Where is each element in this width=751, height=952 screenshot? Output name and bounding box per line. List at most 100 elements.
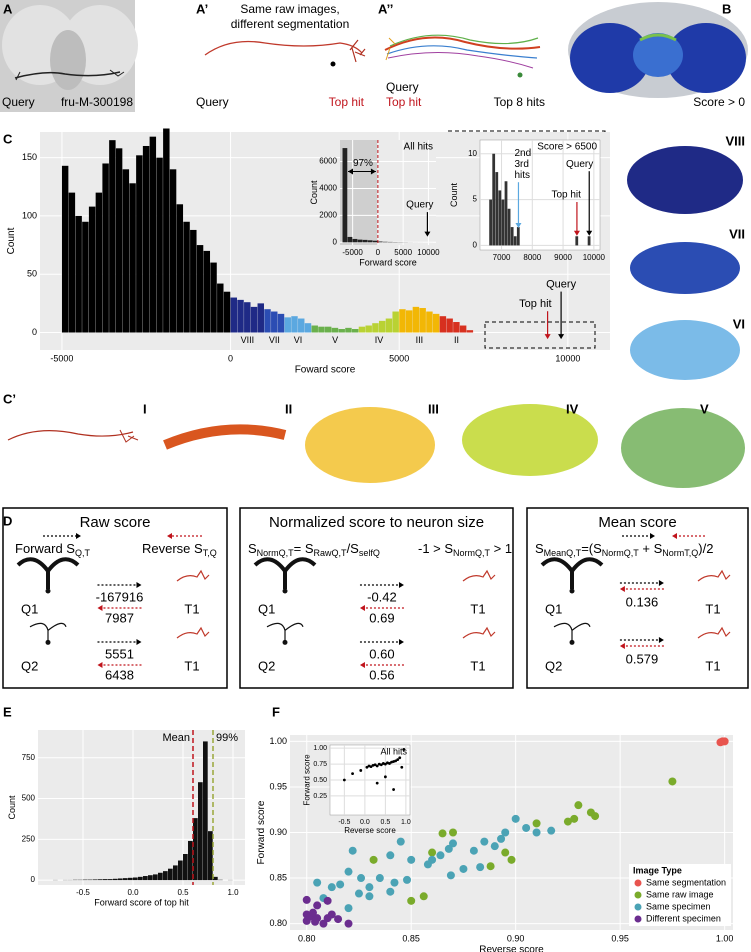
neuron-sketch [697,569,731,582]
legend-label: Same raw image [646,889,714,899]
bar [495,172,499,246]
label: Query [2,95,35,109]
neuron-image [204,39,366,67]
point [369,855,378,864]
point [444,844,453,853]
point [459,864,468,873]
class-label: VII [269,335,280,345]
brain-image [568,2,748,98]
bar [575,236,579,246]
score-value: 0.579 [626,651,659,666]
neuron-sketch [553,622,591,642]
score-value: 6438 [105,667,134,682]
point [469,846,478,855]
point [365,883,374,892]
target-label: T1 [470,658,485,673]
point [375,764,379,768]
arrowhead [97,605,103,611]
point [476,863,485,872]
point [486,862,495,871]
y-tick-label: 0 [32,327,37,337]
point [436,851,445,860]
neuron-image [627,146,743,380]
neuron-soma [282,588,288,594]
y-tick-label: 250 [22,834,36,843]
bar [365,325,372,333]
bar [208,831,213,881]
formula: Reverse ST,Q [142,541,217,558]
point [359,769,363,772]
bar [587,236,591,246]
bar [405,310,413,333]
x-axis-title: Reverse score [479,945,544,952]
formula-text: =(S [581,541,602,556]
reference-label: 99% [216,732,238,744]
point [563,817,572,826]
x-tick-label: 0.80 [298,933,316,943]
target-label: T1 [705,658,720,673]
bar [492,153,496,246]
point [419,892,428,901]
formula-text: S [535,541,544,556]
label: fru-M-300198 [61,95,133,109]
box-title: Mean score [598,514,676,531]
point [351,772,354,776]
arrowhead [619,586,625,592]
bar [75,215,82,333]
neuron-sketch [462,626,496,639]
bar [352,238,358,243]
highlight-box [484,321,596,349]
point [490,842,499,851]
point [334,915,343,924]
point [570,814,579,823]
x-tick-label: 0.90 [507,933,525,943]
reference-label: Mean [162,732,190,744]
score-value: 0.69 [369,610,394,625]
neuron-sketch [253,557,317,589]
x-axis-title: Forward score of top hit [94,897,189,907]
class-label: III [416,335,424,345]
class-label: VI [294,335,303,345]
y-axis-title: Forward score [303,754,312,806]
legend-box [629,864,731,926]
score-value: 7987 [105,610,134,625]
formula-subscript: RawQ,T [314,548,348,558]
score-value: -0.42 [367,589,397,604]
x-tick-label: 1.0 [227,888,239,897]
point [344,919,353,928]
annotation: Query [406,200,433,211]
arrowhead [167,533,172,539]
arrowhead [359,605,365,611]
panel-letter: D [3,513,12,528]
y-tick-label: 1.00 [269,736,287,746]
bar [513,236,517,246]
point [446,871,455,880]
point [668,777,677,786]
annotation: Query [566,159,593,170]
bar [358,326,366,333]
bar [210,262,217,333]
formula: SMeanQ,T=(SNormQ,T + SNormT,Q)/2 [535,541,713,558]
legend-title: Image Type [633,865,682,875]
query-label: Q2 [545,658,562,673]
point [480,837,489,846]
x-tick-label: 1.00 [716,933,734,943]
point [574,801,583,810]
y-tick-label: 0.90 [269,827,287,837]
panel-a-image [0,0,138,112]
point [344,867,353,876]
bar [196,245,204,333]
neuron-sketch [29,622,67,642]
y-tick-label: 0 [333,237,338,246]
neuron-sketch [462,569,496,582]
x-tick-label: 0.5 [381,819,391,826]
bar [385,318,393,333]
panel-letter: A’’ [378,1,393,16]
formula-subscript: NormQ,T [453,548,491,558]
bar [217,283,224,333]
neuron-soma [569,588,575,594]
bar [498,190,502,246]
neuron-image [7,404,745,488]
point [407,855,416,864]
target-label: T1 [470,601,485,616]
